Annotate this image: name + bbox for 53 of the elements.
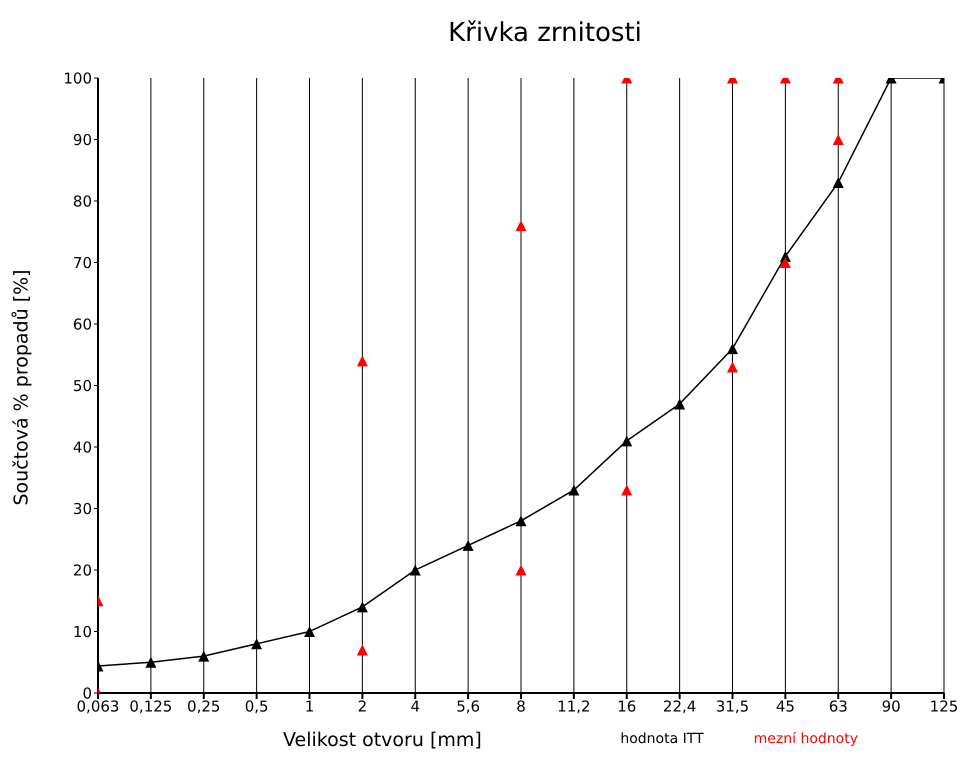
x-tick-label: 16 [617, 698, 636, 716]
x-tick-label: 0,5 [244, 698, 269, 716]
x-tick-label: 0,125 [129, 698, 172, 716]
point [356, 644, 368, 656]
point [356, 601, 368, 612]
y-tick-label: 90 [72, 130, 92, 149]
point [832, 177, 844, 188]
y-tick-label: 10 [72, 622, 92, 641]
text: hodnota ITT [620, 731, 704, 747]
point [568, 484, 580, 496]
y-tick-label: 60 [72, 315, 92, 334]
point [251, 638, 262, 650]
point [145, 656, 156, 668]
x-tick-label: 22,4 [662, 698, 696, 716]
x-tick-label: 0,25 [187, 698, 220, 716]
x-tick-label: 0,063 [76, 698, 120, 716]
y-axis-title: Součtová % propadů [%] [10, 269, 33, 506]
y-tick-label: 80 [72, 192, 92, 210]
text: mezní hodnoty [754, 731, 858, 747]
point [727, 343, 738, 354]
y-tick-label: 70 [72, 254, 92, 272]
point [462, 540, 474, 551]
y-tick-label: 30 [72, 500, 92, 518]
point [674, 398, 686, 410]
point [727, 362, 738, 373]
point [356, 355, 368, 366]
x-tick-label: 4 [410, 698, 420, 716]
x-tick-label: 31,5 [716, 698, 750, 716]
y-tick-label: 40 [72, 438, 92, 456]
chart-title: Křivka zrnitosti [447, 18, 643, 48]
point [621, 484, 632, 496]
point [304, 626, 315, 637]
point [832, 134, 844, 145]
x-tick-label: 8 [516, 698, 526, 716]
point [516, 564, 526, 576]
y-tick-label: 50 [72, 376, 92, 395]
x-tick-label: 1 [304, 698, 314, 716]
x-tick-label: 11,2 [557, 698, 591, 716]
point [516, 220, 526, 232]
x-tick-label: 90 [882, 698, 901, 716]
x-tick-label: 45 [776, 698, 795, 716]
point [516, 515, 526, 526]
y-tick-label: 100 [63, 69, 92, 88]
x-axis-title: Velikost otvoru [mm] [283, 729, 482, 751]
point [780, 257, 791, 268]
x-tick-label: 2 [358, 698, 368, 716]
y-tick-label: 20 [72, 561, 92, 580]
x-tick-label: 63 [828, 698, 848, 716]
x-tick-label: 5,6 [456, 698, 480, 716]
point [410, 564, 421, 576]
point [198, 650, 210, 662]
x-tick-label: 125 [930, 698, 958, 716]
point [621, 435, 632, 446]
